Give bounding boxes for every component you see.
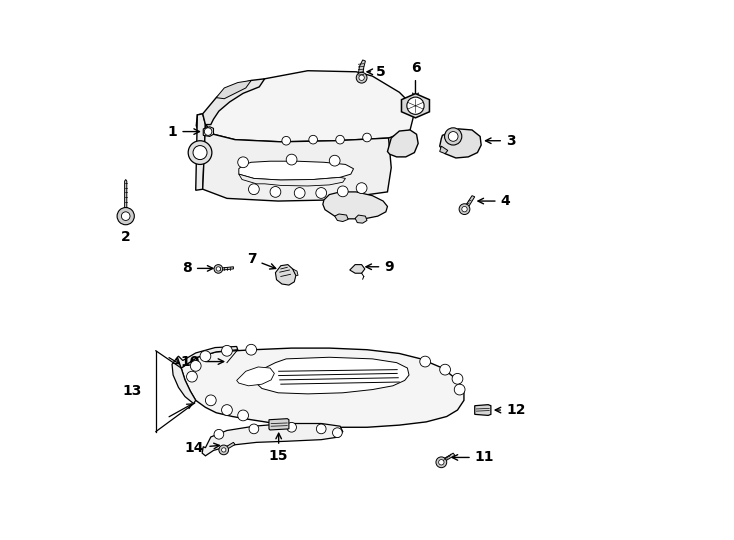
- Text: 12: 12: [495, 403, 526, 417]
- Polygon shape: [239, 161, 354, 180]
- Polygon shape: [440, 453, 455, 463]
- Circle shape: [309, 136, 317, 144]
- Circle shape: [287, 422, 297, 432]
- Circle shape: [238, 157, 249, 167]
- Circle shape: [454, 384, 465, 395]
- Circle shape: [188, 141, 212, 165]
- Text: 2: 2: [121, 210, 131, 244]
- Polygon shape: [239, 174, 346, 186]
- Polygon shape: [350, 265, 365, 273]
- Text: 13: 13: [123, 384, 142, 398]
- Circle shape: [117, 207, 134, 225]
- Text: 1: 1: [167, 125, 200, 139]
- Circle shape: [214, 429, 224, 439]
- Circle shape: [200, 351, 211, 362]
- Polygon shape: [440, 146, 448, 154]
- Polygon shape: [217, 80, 251, 99]
- Circle shape: [219, 445, 228, 455]
- Text: 6: 6: [410, 61, 421, 99]
- Circle shape: [246, 345, 257, 355]
- Circle shape: [222, 448, 226, 452]
- Circle shape: [121, 212, 130, 220]
- Polygon shape: [323, 192, 388, 219]
- Circle shape: [222, 346, 233, 356]
- Polygon shape: [463, 195, 475, 211]
- Text: 7: 7: [247, 252, 276, 269]
- Circle shape: [445, 128, 462, 145]
- Text: 11: 11: [452, 450, 494, 464]
- Circle shape: [270, 186, 281, 197]
- Circle shape: [448, 132, 458, 141]
- Circle shape: [294, 187, 305, 198]
- Circle shape: [193, 146, 207, 160]
- Circle shape: [238, 410, 249, 421]
- Circle shape: [338, 186, 348, 197]
- Circle shape: [204, 128, 212, 136]
- Polygon shape: [358, 60, 366, 78]
- Circle shape: [316, 424, 326, 434]
- Polygon shape: [355, 215, 367, 223]
- Polygon shape: [203, 71, 415, 142]
- Polygon shape: [203, 127, 214, 137]
- Circle shape: [462, 206, 467, 212]
- Polygon shape: [335, 214, 348, 221]
- Polygon shape: [293, 269, 298, 275]
- Circle shape: [359, 75, 364, 80]
- Polygon shape: [217, 267, 233, 271]
- Polygon shape: [388, 130, 418, 157]
- Polygon shape: [236, 367, 275, 386]
- Polygon shape: [255, 357, 409, 394]
- Text: 9: 9: [366, 260, 394, 274]
- Circle shape: [249, 184, 259, 194]
- Text: 4: 4: [478, 194, 510, 208]
- Polygon shape: [440, 129, 482, 158]
- Text: 5: 5: [367, 65, 386, 79]
- Polygon shape: [269, 418, 289, 430]
- Circle shape: [335, 136, 344, 144]
- Polygon shape: [125, 179, 127, 215]
- Circle shape: [356, 72, 367, 83]
- Circle shape: [436, 457, 447, 468]
- Circle shape: [452, 374, 463, 384]
- Circle shape: [222, 404, 233, 415]
- Circle shape: [459, 204, 470, 214]
- Circle shape: [249, 424, 259, 434]
- Circle shape: [214, 265, 222, 273]
- Polygon shape: [401, 93, 429, 118]
- Polygon shape: [475, 404, 491, 415]
- Circle shape: [439, 460, 444, 465]
- Polygon shape: [181, 348, 464, 427]
- Text: 3: 3: [485, 134, 515, 148]
- Circle shape: [316, 187, 327, 198]
- Polygon shape: [178, 347, 238, 368]
- Circle shape: [186, 372, 197, 382]
- Circle shape: [420, 356, 431, 367]
- Circle shape: [356, 183, 367, 193]
- Text: 14: 14: [185, 441, 219, 455]
- Polygon shape: [196, 114, 206, 190]
- Polygon shape: [203, 125, 391, 201]
- Text: 8: 8: [182, 261, 213, 275]
- Circle shape: [333, 428, 342, 437]
- Circle shape: [286, 154, 297, 165]
- Polygon shape: [172, 357, 196, 403]
- Circle shape: [282, 137, 291, 145]
- Circle shape: [190, 361, 201, 372]
- Polygon shape: [196, 114, 214, 142]
- Polygon shape: [222, 442, 235, 451]
- Polygon shape: [203, 79, 265, 125]
- Text: 15: 15: [269, 433, 288, 463]
- Circle shape: [407, 97, 424, 114]
- Polygon shape: [275, 265, 296, 285]
- Circle shape: [363, 133, 371, 142]
- Text: 10: 10: [181, 355, 224, 369]
- Circle shape: [217, 267, 220, 271]
- Polygon shape: [202, 423, 343, 456]
- Circle shape: [440, 364, 451, 375]
- Circle shape: [206, 395, 217, 406]
- Circle shape: [330, 156, 340, 166]
